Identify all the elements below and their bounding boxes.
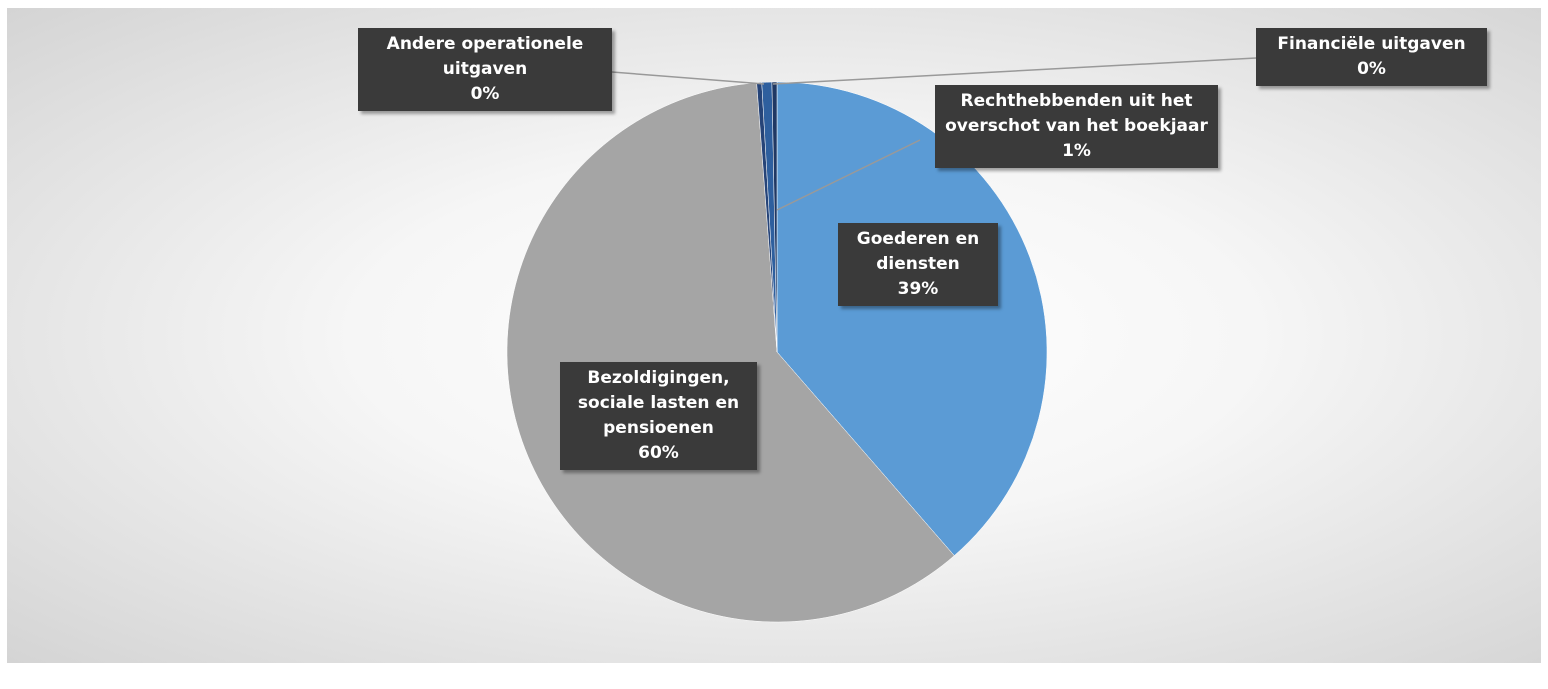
data-label: Bezoldigingen, sociale lasten en pensioe… (560, 362, 757, 470)
data-label: Andere operationele uitgaven 0% (358, 28, 612, 111)
leader-line (776, 139, 921, 211)
data-label: Goederen en diensten 39% (838, 223, 998, 306)
label-value: 0% (470, 84, 500, 104)
leader-line (611, 71, 765, 85)
label-name: Goederen en diensten (856, 229, 980, 274)
label-value: 1% (1062, 141, 1091, 161)
pie (506, 57, 1257, 623)
data-label: Financiële uitgaven 0% (1256, 28, 1487, 86)
label-name: Bezoldigingen, sociale lasten en pensioe… (577, 368, 740, 438)
label-name: Rechthebbenden uit het overschot van het… (945, 91, 1208, 136)
pie-slice (771, 81, 778, 353)
label-value: 0% (1357, 59, 1386, 79)
data-label: Rechthebbenden uit het overschot van het… (935, 85, 1218, 168)
pie-slice (506, 82, 955, 623)
chart: Goederen en diensten 39% Bezoldigingen, so… (7, 8, 1541, 663)
pie-slice (776, 81, 1048, 557)
label-value: 39% (897, 279, 939, 299)
label-name: Andere operationele uitgaven (386, 34, 584, 79)
leader-line (772, 57, 1257, 85)
label-name: Financiële uitgaven (1277, 34, 1466, 54)
label-value: 60% (638, 443, 679, 463)
